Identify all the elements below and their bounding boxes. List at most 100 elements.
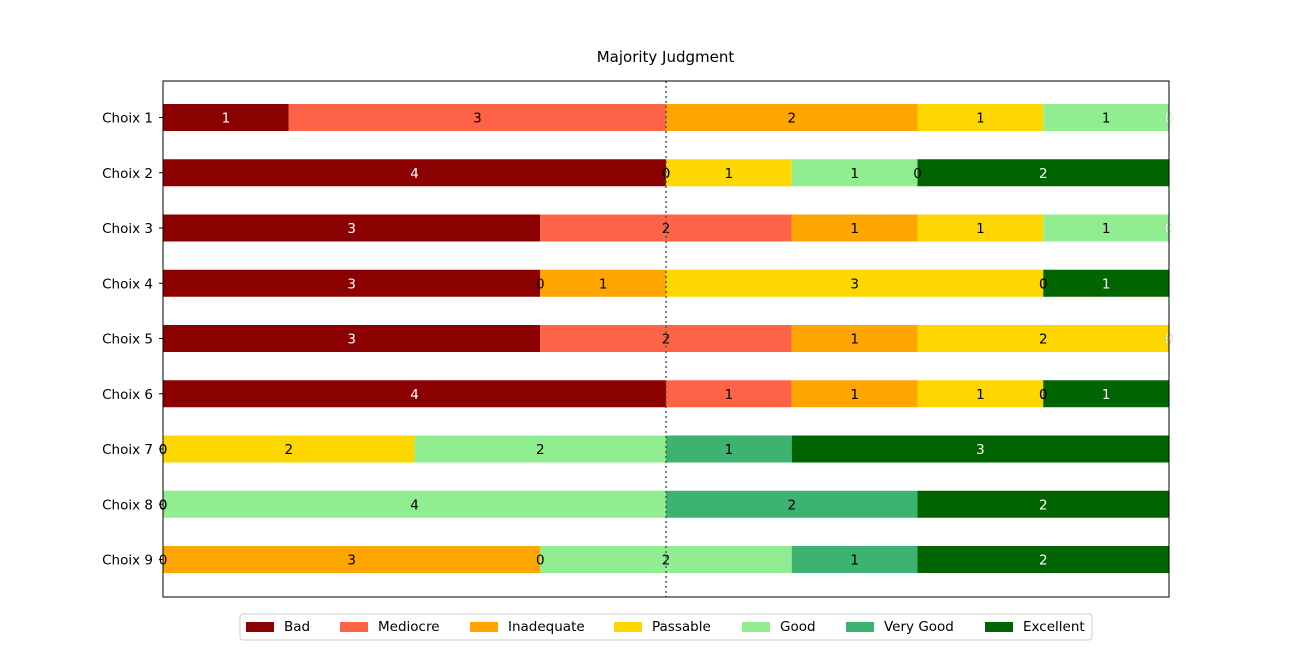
bar-segment-9-very-good: [791, 546, 918, 573]
bar-segment-1-mediocre: [288, 104, 666, 131]
segment-label: 1: [850, 332, 859, 348]
segment-label: 1: [222, 111, 231, 127]
segment-label: 0: [1039, 387, 1048, 403]
segment-label: 1: [1102, 387, 1111, 403]
bar-segment-9-good: [540, 546, 792, 573]
legend-label-passable: Passable: [652, 619, 711, 635]
bar-segment-5-inadequate: [791, 325, 918, 352]
segment-label: 0: [662, 166, 671, 182]
segment-label: 1: [599, 276, 608, 292]
bar-segment-3-passable: [917, 214, 1044, 242]
y-tick-label: Choix 3: [102, 221, 153, 237]
segment-label: 3: [347, 221, 356, 237]
segment-label: 1: [850, 221, 859, 237]
bar-segment-6-bad: [163, 380, 666, 408]
legend-label-bad: Bad: [284, 619, 310, 635]
segment-label: 2: [1039, 497, 1048, 513]
bar-segment-8-good: [163, 490, 666, 518]
y-tick-label: Choix 5: [102, 332, 153, 348]
segment-label: 2: [284, 442, 293, 458]
segment-label: 1: [850, 166, 859, 182]
bar-segment-3-inadequate: [791, 214, 918, 242]
bar-segment-8-very-good: [666, 490, 918, 518]
segment-label: 1: [976, 387, 985, 403]
y-axis: Choix 1 Choix 2 Choix 3 Choix 4 Choix 5 Choix…: [102, 111, 163, 569]
bars-layer: [163, 104, 1169, 573]
legend-label-mediocre: Mediocre: [378, 619, 440, 635]
bar-segment-3-bad: [163, 214, 541, 242]
segment-label: 4: [410, 497, 419, 513]
bar-segment-9-excellent: [917, 546, 1169, 573]
legend-swatch-very-good: [846, 622, 874, 632]
legend-label-excellent: Excellent: [1023, 619, 1085, 635]
bar-segment-6-excellent: [1043, 380, 1169, 408]
segment-label: 3: [347, 276, 356, 292]
bar-segment-6-inadequate: [791, 380, 918, 408]
bar-segment-8-excellent: [917, 490, 1169, 518]
legend: Bad Mediocre Inadequate Passable Good Very Go…: [239, 613, 1093, 641]
legend-swatch-mediocre: [340, 622, 368, 632]
segment-label: 2: [1039, 553, 1048, 569]
segment-label: 1: [1102, 276, 1111, 292]
legend-swatch-passable: [614, 622, 642, 632]
segment-label: 3: [347, 553, 356, 569]
legend-label-inadequate: Inadequate: [508, 619, 585, 635]
chart-title: Majority Judgment: [597, 48, 735, 66]
segment-label: 0: [913, 166, 922, 182]
legend-frame: [239, 613, 1093, 641]
segment-label: 2: [787, 111, 796, 127]
bar-segment-1-bad: [163, 104, 289, 131]
segment-label: 2: [536, 442, 545, 458]
bar-segment-3-good: [1043, 214, 1169, 242]
y-tick-label: Choix 4: [102, 276, 153, 292]
bar-segment-5-passable: [917, 325, 1169, 352]
segment-label: 1: [725, 442, 734, 458]
bar-segment-7-excellent: [791, 435, 1169, 463]
segment-label: 1: [850, 553, 859, 569]
segment-label: 2: [662, 553, 671, 569]
bar-segment-2-good: [791, 159, 918, 187]
segment-label: 1: [1102, 221, 1111, 237]
legend-swatch-good: [742, 622, 770, 632]
segment-label: 1: [725, 166, 734, 182]
y-tick-label: Choix 2: [102, 166, 153, 182]
bar-segment-4-bad: [163, 269, 541, 297]
legend-label-good: Good: [780, 619, 816, 635]
y-tick-label: Choix 1: [102, 111, 153, 127]
segment-label: 0: [1039, 276, 1048, 292]
segment-label: 3: [850, 276, 859, 292]
segment-label: 0: [662, 166, 671, 182]
bar-segment-5-bad: [163, 325, 541, 352]
segment-label: 1: [1102, 111, 1111, 127]
segment-label: 0: [1039, 276, 1048, 292]
segment-label: 1: [850, 387, 859, 403]
segment-label: 2: [1039, 332, 1048, 348]
bar-segment-7-passable: [163, 435, 415, 463]
bar-segment-1-good: [1043, 104, 1169, 131]
bar-segment-9-inadequate: [163, 546, 541, 573]
legend-label-very-good: Very Good: [884, 619, 954, 635]
bar-segment-2-passable: [666, 159, 792, 187]
y-tick-label: Choix 7: [102, 442, 153, 458]
bar-segment-4-inadequate: [540, 269, 666, 297]
bar-segment-2-excellent: [917, 159, 1169, 187]
segment-label: 0: [536, 276, 545, 292]
y-tick-label: Choix 6: [102, 387, 153, 403]
segment-label: 2: [1039, 166, 1048, 182]
legend-swatch-inadequate: [470, 622, 498, 632]
y-tick-label: Choix 9: [102, 553, 153, 569]
segment-label: 2: [662, 221, 671, 237]
segment-label: 1: [976, 111, 985, 127]
segment-label: 4: [410, 387, 419, 403]
legend-swatch-bad: [246, 622, 274, 632]
segment-label: 2: [787, 497, 796, 513]
segment-label: 1: [725, 387, 734, 403]
segment-label: 4: [410, 166, 419, 182]
segment-label: 2: [662, 332, 671, 348]
bar-segment-2-bad: [163, 159, 666, 187]
bar-segment-6-mediocre: [666, 380, 792, 408]
segment-label: 3: [347, 332, 356, 348]
legend-swatch-excellent: [985, 622, 1013, 632]
